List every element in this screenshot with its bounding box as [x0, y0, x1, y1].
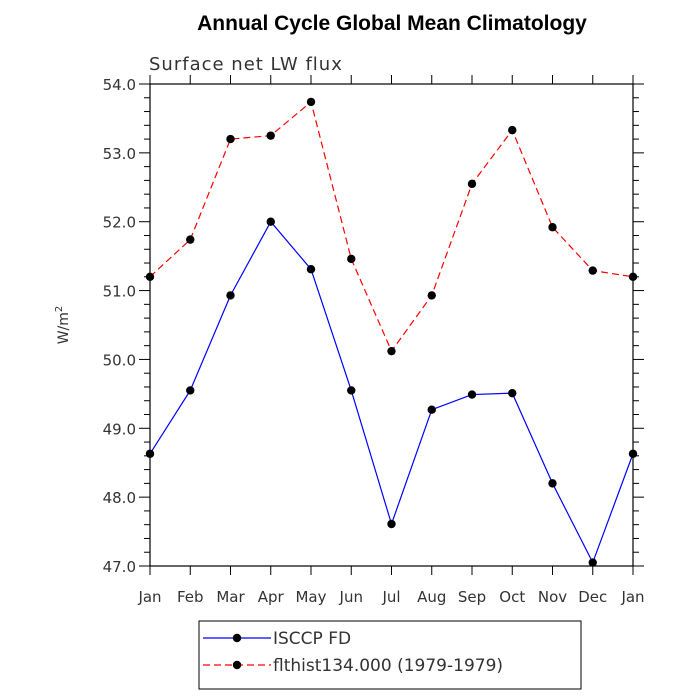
data-point: [508, 125, 517, 135]
x-tick-label: Aug: [417, 588, 446, 606]
x-tick-label: Jan: [620, 588, 644, 606]
legend-label: ISCCP FD: [273, 629, 351, 649]
data-point: [306, 97, 316, 107]
legend-box: [198, 620, 582, 690]
y-axis-label-text: W/m: [56, 312, 72, 344]
x-tick-label: Dec: [578, 588, 607, 606]
legend-item: flthist134.000 (1979-1979): [203, 656, 503, 676]
y-tick-label: 50.0: [103, 351, 136, 369]
y-tick-label: 48.0: [103, 489, 136, 507]
series-1: [145, 217, 638, 567]
data-point: [628, 272, 638, 281]
chart-title: Annual Cycle Global Mean Climatology: [197, 12, 587, 35]
x-tick-label: Sep: [458, 588, 486, 606]
data-point: [467, 179, 477, 189]
x-tick-label: Nov: [538, 588, 567, 606]
data-point: [186, 235, 195, 244]
data-point: [266, 131, 275, 140]
data-point: [266, 217, 275, 226]
legend: ISCCP FD flthist134.000 (1979-1979): [198, 620, 582, 690]
plot-frame: [149, 83, 634, 567]
y-tick-label: 49.0: [103, 420, 136, 438]
y-tick-label: 51.0: [103, 283, 136, 301]
y-tick-labels: 47.0 48.0 49.0 50.0 51.0 52.0 53.0 54.0: [103, 76, 136, 576]
x-tick-label: Jan: [137, 588, 161, 606]
y-axis-label: W/m2: [54, 306, 72, 345]
data-point: [347, 254, 356, 264]
data-point: [145, 272, 155, 281]
axis-ticks: [139, 75, 644, 575]
x-tick-label: Apr: [258, 588, 285, 606]
data-point: [588, 266, 597, 275]
chart-subtitle: Surface net LW flux: [149, 54, 343, 75]
data-point: [387, 519, 396, 529]
x-tick-label: May: [295, 588, 326, 606]
data-point: [226, 291, 235, 300]
series-layer: [145, 97, 638, 567]
legend-marker: [232, 633, 242, 643]
legend-marker: [232, 660, 242, 670]
data-point: [628, 449, 638, 458]
data-point: [226, 134, 235, 144]
x-tick-label: Jun: [339, 588, 363, 606]
series-line: [149, 220, 634, 565]
data-point: [145, 449, 155, 458]
x-tick-label: Jul: [381, 588, 400, 606]
y-tick-label: 54.0: [103, 76, 136, 94]
svg-text:W/m2: W/m2: [54, 306, 72, 345]
data-point: [347, 386, 356, 395]
x-tick-labels: Jan Feb Mar Apr May Jun Jul Aug Sep Oct Nov Dec Jan: [137, 588, 644, 606]
y-axis-label-superscript: 2: [54, 306, 65, 312]
data-point: [548, 223, 557, 232]
data-point: [548, 479, 557, 488]
x-tick-label: Mar: [216, 588, 245, 606]
data-point: [306, 265, 316, 274]
x-tick-label: Feb: [177, 588, 204, 606]
y-tick-label: 53.0: [103, 145, 136, 163]
series-2: [145, 97, 638, 356]
legend-label: flthist134.000 (1979-1979): [273, 656, 503, 676]
y-tick-label: 52.0: [103, 214, 136, 232]
data-point: [508, 388, 517, 398]
data-point: [427, 291, 436, 300]
data-point: [427, 405, 436, 414]
data-point: [186, 386, 195, 395]
y-tick-label: 47.0: [103, 558, 136, 576]
data-point: [467, 390, 477, 399]
data-point: [588, 558, 597, 567]
data-point: [387, 346, 396, 356]
x-tick-label: Oct: [499, 588, 525, 606]
legend-item: ISCCP FD: [203, 629, 351, 649]
